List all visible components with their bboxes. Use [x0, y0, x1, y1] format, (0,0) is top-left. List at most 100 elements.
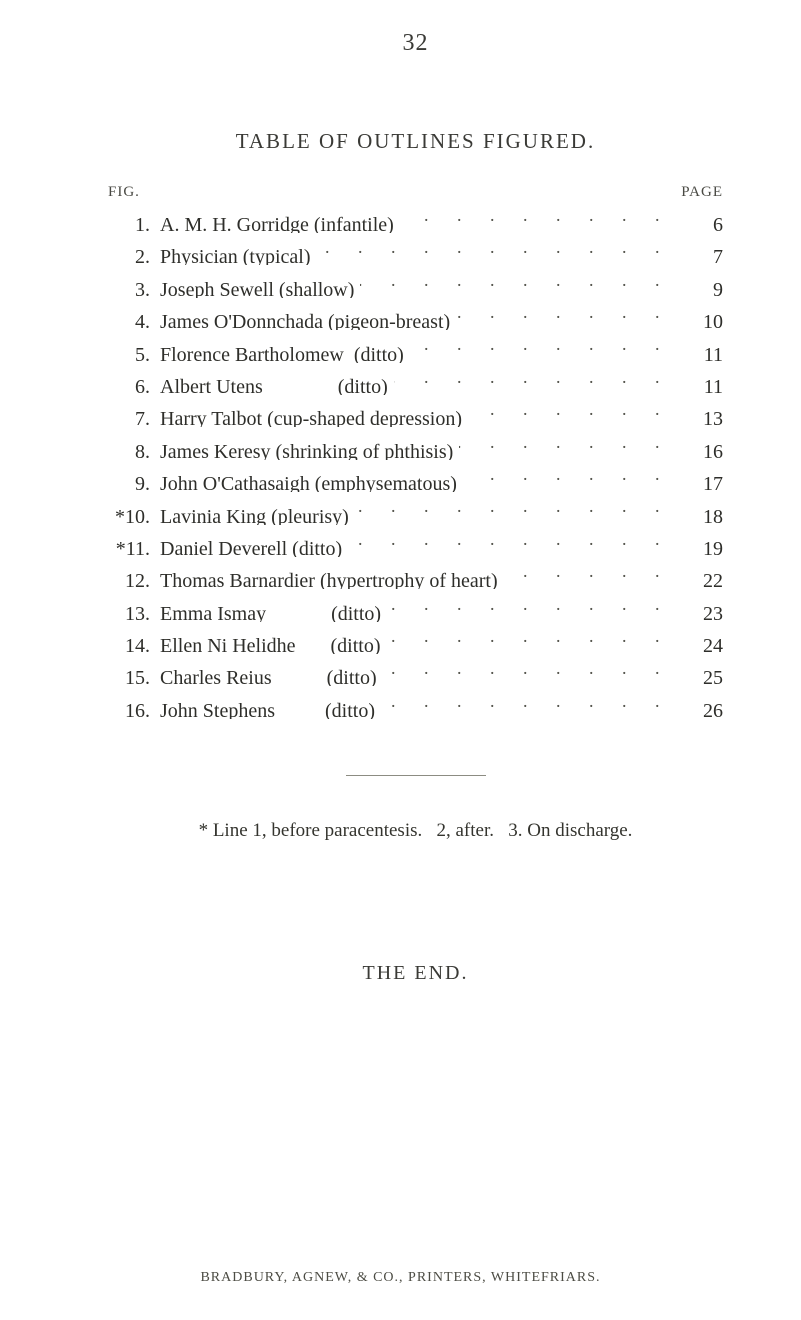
entry-page: 25	[677, 662, 723, 694]
entry-page: 13	[677, 403, 723, 435]
header-page: PAGE	[681, 184, 723, 201]
entry-label: Daniel Deverell (ditto)	[160, 538, 348, 557]
page: 32 TABLE OF OUTLINES FIGURED. FIG. PAGE …	[0, 0, 801, 1320]
entry-label: James O'Donnchada (pigeon-breast)	[160, 311, 456, 330]
entry-number: 15.	[108, 662, 160, 694]
table-row: 15. . . . . . . . . . . . . . . . . . . .…	[108, 662, 723, 694]
entry-page: 11	[677, 339, 723, 371]
entry-number-text: 11.	[126, 538, 150, 560]
entry-number-text: 5.	[135, 344, 150, 366]
entry-page: 18	[677, 501, 723, 533]
entry-number-text: 15.	[125, 667, 150, 689]
entry-label: Thomas Barnardier (hypertrophy of heart)	[160, 570, 504, 589]
entry-number: 4.	[108, 306, 160, 338]
entry-leader: . . . . . . . . . . . . . . . . . . . . …	[160, 371, 677, 395]
entry-page: 24	[677, 630, 723, 662]
entry-page: 11	[677, 371, 723, 403]
entry-leader: . . . . . . . . . . . . . . . . . . . . …	[160, 274, 677, 298]
entry-label: Physician (typical)	[160, 246, 317, 265]
table-title: TABLE OF OUTLINES FIGURED.	[108, 129, 723, 154]
entry-leader: . . . . . . . . . . . . . . . . . . . . …	[160, 501, 677, 525]
table-row: 16. . . . . . . . . . . . . . . . . . . .…	[108, 695, 723, 727]
entry-number: 14.	[108, 630, 160, 662]
table-row: *11.. . . . . . . . . . . . . . . . . . …	[108, 533, 723, 565]
entry-leader: . . . . . . . . . . . . . . . . . . . . …	[160, 468, 677, 492]
table-row: 13. . . . . . . . . . . . . . . . . . . .…	[108, 598, 723, 630]
entry-number: 7.	[108, 403, 160, 435]
entry-number: 12.	[108, 565, 160, 597]
entry-number: 13.	[108, 598, 160, 630]
entry-label: Joseph Sewell (shallow)	[160, 279, 360, 298]
table-row: 6. . . . . . . . . . . . . . . . . . . . …	[108, 371, 723, 403]
entry-number-text: 3.	[135, 279, 150, 301]
entry-number-text: 2.	[135, 246, 150, 268]
entry-number-text: 9.	[135, 473, 150, 495]
entry-label: Harry Talbot (cup-shaped depression)	[160, 408, 468, 427]
entry-number: 8.	[108, 436, 160, 468]
entry-leader: . . . . . . . . . . . . . . . . . . . . …	[160, 339, 677, 363]
entry-leader: . . . . . . . . . . . . . . . . . . . . …	[160, 630, 677, 654]
entry-label: Emma Ismay (ditto)	[160, 603, 387, 622]
entry-number: 3.	[108, 274, 160, 306]
table-row: *10.. . . . . . . . . . . . . . . . . . …	[108, 501, 723, 533]
entry-label: Albert Utens (ditto)	[160, 376, 394, 395]
table-row: 1. . . . . . . . . . . . . . . . . . . . …	[108, 209, 723, 241]
entry-number: 6.	[108, 371, 160, 403]
entry-number: *10.	[108, 501, 160, 533]
table-header-row: FIG. PAGE	[108, 184, 723, 201]
entry-number-text: 12.	[125, 570, 150, 592]
separator-rule	[346, 775, 486, 776]
entry-label: Lavinia King (pleurisy)	[160, 506, 355, 525]
entry-page: 16	[677, 436, 723, 468]
entry-number-text: 4.	[135, 311, 150, 333]
entry-number: 1.	[108, 209, 160, 241]
entry-leader: . . . . . . . . . . . . . . . . . . . . …	[160, 598, 677, 622]
entry-label: Florence Bartholomew (ditto)	[160, 344, 410, 363]
entry-number-text: 1.	[135, 214, 150, 236]
entry-page: 23	[677, 598, 723, 630]
entry-leader: . . . . . . . . . . . . . . . . . . . . …	[160, 209, 677, 233]
entry-page: 6	[677, 209, 723, 241]
table-row: 7. . . . . . . . . . . . . . . . . . . . …	[108, 403, 723, 435]
entry-number: 2.	[108, 241, 160, 273]
entry-leader: . . . . . . . . . . . . . . . . . . . . …	[160, 436, 677, 460]
asterisk-icon: *	[111, 501, 125, 533]
entries-list: 1. . . . . . . . . . . . . . . . . . . . …	[108, 209, 723, 727]
entry-leader: . . . . . . . . . . . . . . . . . . . . …	[160, 565, 677, 589]
entry-page: 7	[677, 241, 723, 273]
table-row: 9. . . . . . . . . . . . . . . . . . . . …	[108, 468, 723, 500]
entry-page: 10	[677, 306, 723, 338]
entry-number-text: 16.	[125, 700, 150, 722]
entry-number: 16.	[108, 695, 160, 727]
entry-label: Charles Reius (ditto)	[160, 667, 383, 686]
page-number: 32	[108, 30, 723, 57]
entry-number-text: 7.	[135, 408, 150, 430]
entry-number: 9.	[108, 468, 160, 500]
footnote: * Line 1, before paracentesis. 2, after.…	[108, 820, 723, 842]
entry-number: *11.	[108, 533, 160, 565]
entry-leader: . . . . . . . . . . . . . . . . . . . . …	[160, 662, 677, 686]
entry-label: John O'Cathasaigh (emphysematous)	[160, 473, 463, 492]
entry-leader: . . . . . . . . . . . . . . . . . . . . …	[160, 695, 677, 719]
entry-leader: . . . . . . . . . . . . . . . . . . . . …	[160, 533, 677, 557]
entry-label: James Keresy (shrinking of phthisis)	[160, 441, 459, 460]
table-row: 4. . . . . . . . . . . . . . . . . . . . …	[108, 306, 723, 338]
header-fig: FIG.	[108, 184, 160, 201]
entry-page: 22	[677, 565, 723, 597]
table-row: 12. . . . . . . . . . . . . . . . . . . .…	[108, 565, 723, 597]
entry-number-text: 8.	[135, 441, 150, 463]
entry-leader: . . . . . . . . . . . . . . . . . . . . …	[160, 403, 677, 427]
printer-line: BRADBURY, AGNEW, & CO., PRINTERS, WHITEF…	[0, 1270, 801, 1286]
entry-page: 9	[677, 274, 723, 306]
entry-number: 5.	[108, 339, 160, 371]
entry-leader: . . . . . . . . . . . . . . . . . . . . …	[160, 306, 677, 330]
entry-number-text: 6.	[135, 376, 150, 398]
entry-number-text: 13.	[125, 603, 150, 625]
entry-leader: . . . . . . . . . . . . . . . . . . . . …	[160, 241, 677, 265]
entry-label: John Stephens (ditto)	[160, 700, 381, 719]
entry-page: 19	[677, 533, 723, 565]
entry-label: Ellen Ni Helidhe (ditto)	[160, 635, 387, 654]
asterisk-icon: *	[112, 533, 126, 565]
entry-number-text: 14.	[125, 635, 150, 657]
table-row: 14. . . . . . . . . . . . . . . . . . . .…	[108, 630, 723, 662]
